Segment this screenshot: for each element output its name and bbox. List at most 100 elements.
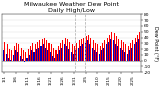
Bar [35,44,36,61]
Bar [33,52,35,61]
Y-axis label: Dew Point (°F): Dew Point (°F) [153,26,158,61]
Bar [102,43,103,61]
Bar [65,37,66,61]
Bar [113,40,114,61]
Bar [48,43,50,61]
Bar [88,35,89,61]
Bar [54,58,56,61]
Bar [68,49,69,61]
Bar [106,44,107,61]
Bar [31,50,32,61]
Bar [40,46,41,61]
Bar [46,40,47,61]
Bar [12,55,14,61]
Bar [30,46,31,61]
Bar [100,46,101,61]
Bar [61,48,62,61]
Bar [109,35,110,61]
Bar [32,43,33,61]
Bar [86,36,87,61]
Bar [122,50,123,61]
Bar [75,50,76,61]
Bar [39,40,40,61]
Bar [36,49,37,61]
Bar [58,46,59,61]
Bar [89,44,90,61]
Bar [69,42,70,61]
Bar [24,61,25,62]
Bar [66,46,67,61]
Bar [15,50,16,61]
Bar [17,52,18,61]
Bar [95,43,96,61]
Bar [133,44,135,61]
Bar [72,44,73,61]
Bar [10,60,11,61]
Bar [135,37,136,61]
Bar [108,42,109,61]
Bar [18,44,19,61]
Title: Milwaukee Weather Dew Point
Daily High/Low: Milwaukee Weather Dew Point Daily High/L… [24,2,119,13]
Bar [114,33,115,61]
Bar [38,48,39,61]
Bar [137,35,138,61]
Bar [82,44,83,61]
Bar [92,48,93,61]
Bar [7,44,8,61]
Bar [50,52,51,61]
Bar [9,49,10,61]
Bar [64,44,65,61]
Bar [117,46,118,61]
Bar [97,44,98,61]
Bar [129,50,130,61]
Bar [136,42,137,61]
Bar [45,48,46,61]
Bar [121,40,122,61]
Bar [125,44,126,61]
Bar [74,46,75,61]
Bar [73,54,74,61]
Bar [78,48,79,61]
Bar [101,50,102,61]
Bar [71,52,72,61]
Bar [99,54,100,61]
Bar [94,50,95,61]
Bar [127,54,128,61]
Bar [111,32,112,61]
Bar [53,48,54,61]
Bar [41,39,43,61]
Bar [80,46,81,61]
Bar [47,50,48,61]
Bar [118,39,119,61]
Bar [6,54,7,61]
Bar [59,50,60,61]
Bar [44,37,45,61]
Bar [103,48,104,61]
Bar [81,39,82,61]
Bar [93,40,94,61]
Bar [116,36,117,61]
Bar [110,39,111,61]
Bar [23,50,24,61]
Bar [22,59,23,61]
Bar [25,52,26,61]
Bar [123,42,124,61]
Bar [138,39,139,61]
Bar [104,40,105,61]
Bar [115,44,116,61]
Bar [51,44,52,61]
Bar [90,37,91,61]
Bar [43,44,44,61]
Bar [8,58,9,61]
Bar [28,49,29,61]
Bar [132,40,133,61]
Bar [29,55,30,61]
Bar [128,46,129,61]
Bar [107,37,108,61]
Bar [120,48,121,61]
Bar [76,43,77,61]
Bar [4,42,5,61]
Bar [131,48,132,61]
Bar [62,40,64,61]
Bar [124,52,125,61]
